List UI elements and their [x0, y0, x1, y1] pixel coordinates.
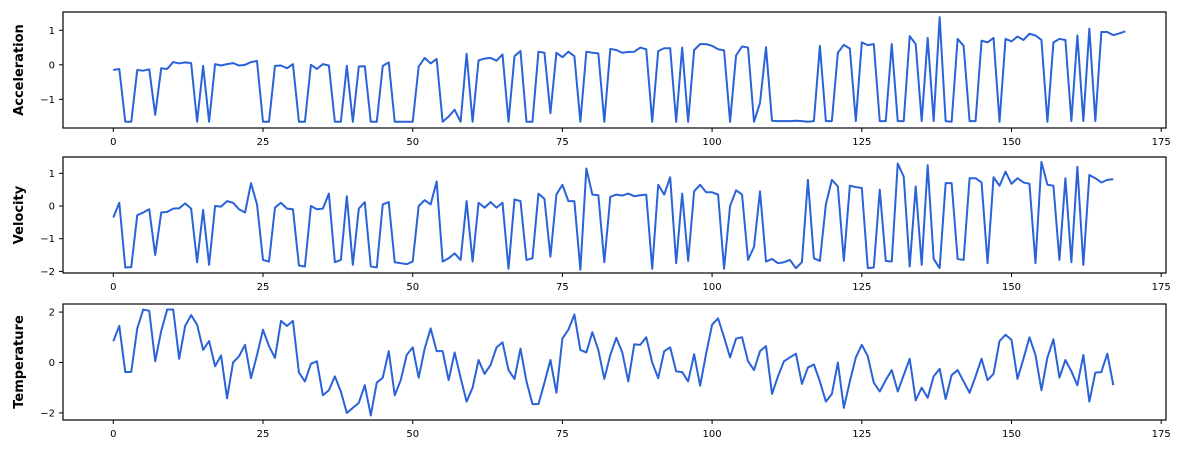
x-tick-label: 25: [257, 137, 270, 148]
x-tick-label: 75: [556, 282, 569, 293]
x-tick-label: 125: [852, 137, 871, 148]
x-tick-label: 100: [703, 282, 722, 293]
temperature-line: [112, 308, 1115, 417]
axes-frame: [62, 303, 1167, 421]
y-tick-label: 0: [49, 60, 55, 71]
y-tick-label: 1: [49, 169, 55, 180]
x-tick-label: 50: [406, 137, 419, 148]
x-tick-label: 175: [1152, 429, 1171, 440]
x-tick-label: 100: [703, 137, 722, 148]
x-tick-label: 25: [257, 429, 270, 440]
x-tick-label: 125: [852, 282, 871, 293]
y-tick-label: −1: [40, 234, 55, 245]
y-tick-label: −1: [40, 95, 55, 106]
x-tick-label: 75: [556, 429, 569, 440]
x-tick-label: 0: [110, 137, 116, 148]
x-tick-label: 125: [852, 429, 871, 440]
x-tick-label: 75: [556, 137, 569, 148]
axes-frame: [62, 156, 1167, 274]
acceleration-line: [113, 16, 1126, 123]
y-tick-label: 0: [49, 202, 55, 213]
x-tick-label: 150: [1002, 429, 1021, 440]
y-tick-label: −2: [40, 267, 55, 278]
x-tick-label: 0: [110, 429, 116, 440]
x-tick-label: 175: [1152, 282, 1171, 293]
y-tick-label: −2: [40, 408, 55, 419]
velocity-panel: Velocity 0 25 50 75 100 125 150 175 −2 −1 0 1: [12, 156, 1171, 293]
acceleration-ylabel: Acceleration: [12, 24, 27, 116]
x-tick-label: 50: [406, 429, 419, 440]
x-tick-label: 50: [406, 282, 419, 293]
x-tick-label: 150: [1002, 137, 1021, 148]
acceleration-panel: Acceleration 0 25 50 75 100 125 150 175 −1 0 1: [12, 11, 1171, 148]
temperature-panel: Temperature 0 25 50 75 100 125 150 175 −2 0 2: [12, 303, 1171, 440]
temperature-ylabel: Temperature: [12, 315, 27, 409]
velocity-line: [112, 160, 1114, 271]
x-tick-label: 150: [1002, 282, 1021, 293]
y-tick-label: 1: [49, 26, 55, 37]
y-tick-label: 2: [49, 308, 55, 319]
axes-frame: [62, 11, 1167, 129]
velocity-ylabel: Velocity: [12, 185, 27, 244]
x-tick-label: 175: [1152, 137, 1171, 148]
x-tick-label: 0: [110, 282, 116, 293]
x-tick-label: 100: [703, 429, 722, 440]
y-tick-label: 0: [49, 358, 55, 369]
x-tick-label: 25: [257, 282, 270, 293]
